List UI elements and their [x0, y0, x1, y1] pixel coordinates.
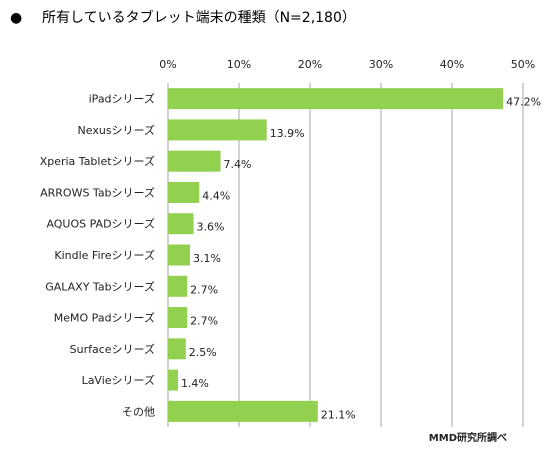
category-label: Xperia Tabletシリーズ: [40, 154, 155, 168]
data-label: 7.4%: [224, 158, 252, 171]
x-tick-label: 40%: [440, 58, 464, 71]
category-label: LaVieシリーズ: [82, 373, 155, 387]
bar: [168, 119, 267, 141]
bar: [168, 369, 178, 391]
category-label: MeMO Padシリーズ: [54, 311, 155, 325]
bar: [168, 150, 221, 172]
category-labels: iPadシリーズ Nexusシリーズ Xperia Tabletシリーズ ARROWS…: [40, 92, 155, 419]
category-label: ARROWS Tabシリーズ: [40, 185, 155, 199]
x-tick-label: 0%: [159, 58, 176, 71]
bars: [168, 88, 504, 422]
title-bullet: ●: [10, 10, 22, 26]
data-label: 3.1%: [193, 252, 221, 265]
category-label: その他: [122, 405, 155, 418]
chart-title: ● 所有しているタブレット端末の種類（N=2,180）: [10, 9, 356, 26]
x-axis-ticks: 0% 10% 20% 30% 40% 50%: [159, 58, 535, 71]
data-label: 21.1%: [321, 408, 356, 421]
bar: [168, 338, 186, 360]
source-note: MMD研究所調べ: [429, 431, 507, 444]
category-label: Kindle Fireシリーズ: [54, 248, 155, 262]
bar: [168, 181, 200, 203]
data-label: 2.7%: [190, 283, 218, 296]
data-label: 2.5%: [189, 346, 217, 359]
data-label: 1.4%: [181, 377, 209, 390]
data-label: 3.6%: [197, 221, 225, 234]
bar: [168, 244, 191, 266]
category-label: AQUOS PADシリーズ: [46, 217, 155, 231]
bar: [168, 400, 318, 422]
bar: [168, 307, 188, 329]
data-label: 2.7%: [190, 315, 218, 328]
category-label: iPadシリーズ: [89, 92, 155, 106]
data-labels: 47.2% 13.9% 7.4% 4.4% 3.6% 3.1% 2.7% 2.7% 2.5% 1.…: [181, 96, 541, 422]
x-tick-label: 50%: [511, 58, 535, 71]
x-tick-label: 10%: [227, 58, 251, 71]
data-label: 47.2%: [506, 96, 541, 109]
bar: [168, 88, 504, 110]
category-label: Nexusシリーズ: [78, 123, 155, 137]
category-label: GALAXY Tabシリーズ: [45, 279, 155, 293]
x-tick-label: 20%: [298, 58, 322, 71]
bar: [168, 275, 188, 297]
data-label: 4.4%: [202, 189, 230, 202]
data-label: 13.9%: [270, 127, 305, 140]
bar: [168, 213, 194, 235]
category-label: Surfaceシリーズ: [70, 342, 155, 356]
x-tick-label: 30%: [369, 58, 393, 71]
chart-title-text: 所有しているタブレット端末の種類（N=2,180）: [42, 9, 356, 26]
